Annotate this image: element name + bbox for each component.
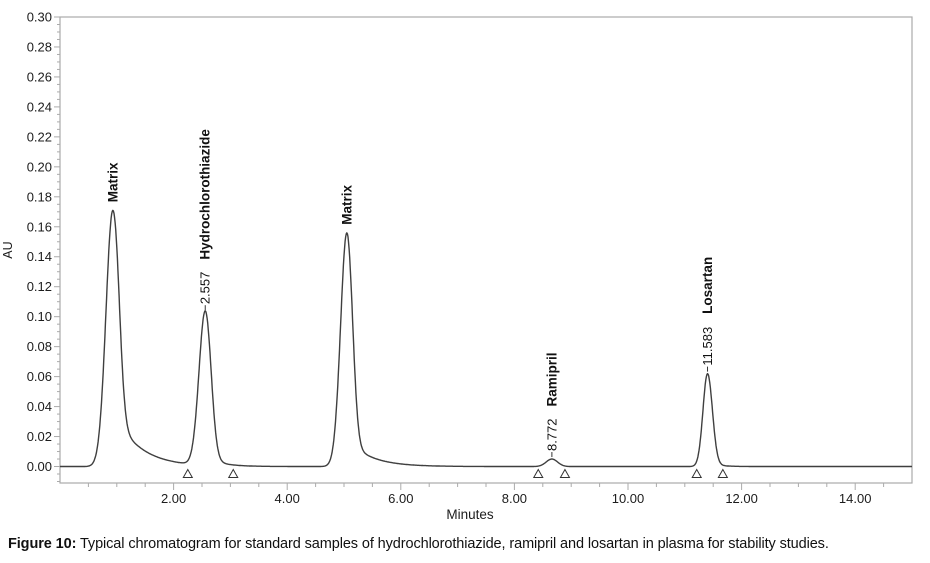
y-tick-label: 0.10 <box>27 309 52 324</box>
peak-label-losartan: Losartan <box>700 257 715 314</box>
y-tick-label: 0.06 <box>27 369 52 384</box>
peak-label-matrix: Matrix <box>105 162 120 202</box>
integration-marker-icon <box>227 468 239 479</box>
chromatogram-trace <box>59 209 913 468</box>
peak-label-ramipril: Ramipril <box>544 353 559 407</box>
figure-caption-label: Figure 10: <box>8 536 77 552</box>
y-tick-label: 0.28 <box>27 39 52 54</box>
integration-marker-icon <box>559 468 571 479</box>
y-tick-label: 0.22 <box>27 129 52 144</box>
integration-marker-icon <box>717 468 729 479</box>
y-tick-label: 0.16 <box>27 219 52 234</box>
integration-marker-icon <box>691 468 703 479</box>
y-tick-label: 0.12 <box>27 279 52 294</box>
y-tick-label: 0.08 <box>27 339 52 354</box>
peak-label-hydrochlorothiazide: Hydrochlorothiazide <box>198 129 213 260</box>
x-tick-label: 6.00 <box>388 491 413 506</box>
x-tick-label: 2.00 <box>161 491 186 506</box>
retention-time-label: 2.557 <box>198 272 213 305</box>
y-tick-label: 0.30 <box>27 10 52 25</box>
x-tick-label: 12.00 <box>725 491 758 506</box>
peak-label-matrix: Matrix <box>339 185 354 225</box>
figure-caption: Figure 10: Typical chromatogram for stan… <box>8 536 922 552</box>
y-tick-label: 0.04 <box>27 399 52 414</box>
y-tick-label: 0.00 <box>27 459 52 474</box>
figure-caption-text: Typical chromatogram for standard sample… <box>76 536 829 552</box>
y-tick-label: 0.26 <box>27 69 52 84</box>
x-tick-label: 8.00 <box>502 491 527 506</box>
chromatogram-plot: 0.00 0.02 0.04 0.06 0.08 0.10 0.12 0.14 0.16 0.18… <box>1 10 913 522</box>
x-tick-label: 14.00 <box>839 491 872 506</box>
y-tick-label: 0.14 <box>27 249 52 264</box>
retention-time-label: 8.772 <box>544 418 559 451</box>
plot-frame <box>59 16 913 484</box>
y-tick-label: 0.24 <box>27 99 52 114</box>
retention-time-label: 11.583 <box>700 327 715 366</box>
y-tick-label: 0.18 <box>27 189 52 204</box>
y-axis-title: AU <box>1 241 15 258</box>
x-tick-label: 4.00 <box>275 491 300 506</box>
y-tick-label: 0.02 <box>27 429 52 444</box>
x-axis-title: Minutes <box>446 507 494 522</box>
integration-marker-icon <box>532 468 544 479</box>
y-tick-label: 0.20 <box>27 159 52 174</box>
integration-marker-icon <box>182 468 194 479</box>
x-tick-label: 10.00 <box>612 491 645 506</box>
